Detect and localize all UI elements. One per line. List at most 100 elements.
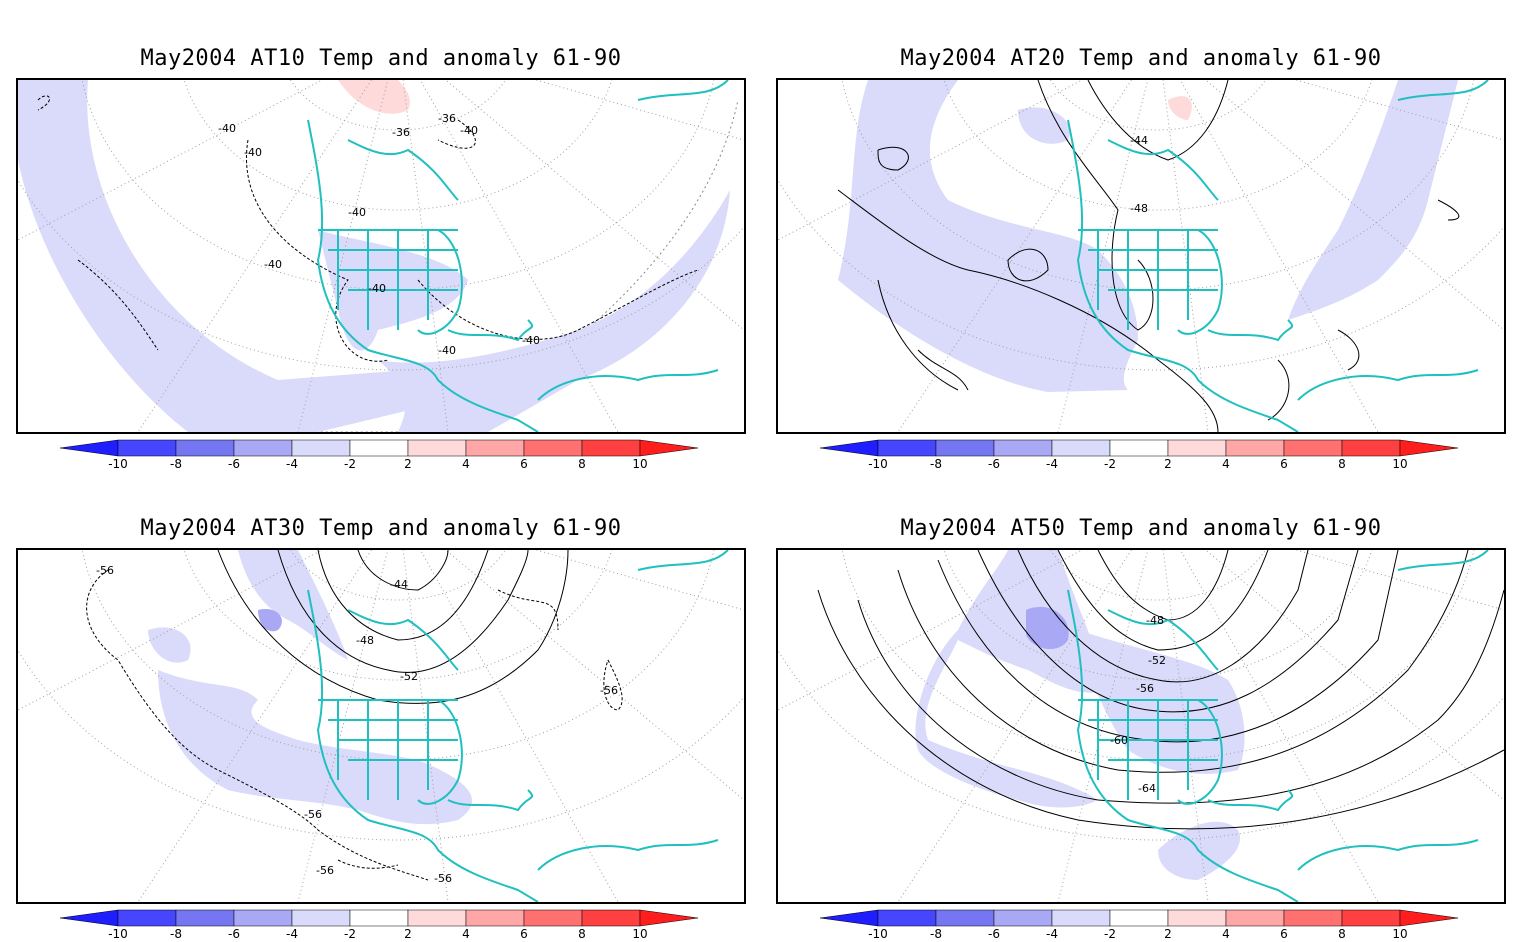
- colorbar-box: [1167, 909, 1227, 927]
- colorbar-box: [877, 909, 937, 927]
- colorbar-tick-label: 10: [1392, 927, 1407, 941]
- contour-label: -56: [304, 808, 322, 821]
- colorbar-box: [993, 909, 1053, 927]
- panel-title: May2004 AT50 Temp and anomaly 61-90: [900, 516, 1382, 541]
- contour-label: -56: [96, 564, 114, 577]
- coastline: [1067, 550, 1489, 902]
- colorbar-tick-label: 4: [1222, 457, 1230, 471]
- anomaly-area: [158, 670, 473, 825]
- colorbar-tick-label: 4: [462, 927, 470, 941]
- contour-label: -40: [438, 344, 456, 357]
- panel-title: May2004 AT20 Temp and anomaly 61-90: [900, 46, 1382, 71]
- colorbar-box: [1051, 909, 1111, 927]
- colorbar-box: [117, 909, 177, 927]
- contour-label: -56: [600, 684, 618, 697]
- anomaly-area: [338, 80, 410, 114]
- colorbar-tick-label: -4: [286, 457, 298, 471]
- graticule: [778, 550, 1504, 902]
- colorbar-box: [291, 909, 351, 927]
- map-frame: -56 -44 -48 -52 -56 -56 -56 -56: [16, 548, 746, 904]
- contour-label: -40: [348, 206, 366, 219]
- anomaly-area: [238, 550, 348, 660]
- colorbar-box: [523, 909, 583, 927]
- contour-label: -44: [390, 578, 408, 591]
- panel-title: May2004 AT30 Temp and anomaly 61-90: [140, 516, 622, 541]
- colorbar-tick-label: -6: [228, 457, 240, 471]
- contour-label: -40: [368, 282, 386, 295]
- colorbar-box: [1283, 909, 1343, 927]
- colorbar-box: [233, 439, 293, 457]
- panel-at30: May2004 AT30 Temp and anomaly 61-90: [16, 516, 746, 941]
- colorbar-svg: -10 -8 -6 -4 -2 2 4 6 8 10: [60, 909, 699, 941]
- contours: [86, 569, 623, 881]
- anomaly-area: [915, 550, 1108, 808]
- colorbar-arrow-left: [820, 909, 879, 927]
- anomaly-area: [838, 80, 1138, 392]
- colorbar-tick-label: 8: [1338, 457, 1346, 471]
- colorbar-arrow-left: [60, 439, 119, 457]
- anomaly-area: [1078, 630, 1245, 774]
- contour-label: -56: [316, 864, 334, 877]
- anomaly-area: [1018, 107, 1070, 144]
- colorbar: -10 -8 -6 -4 -2 2 4 6 8 10: [820, 908, 1464, 942]
- colorbar-svg: -10 -8 -6 -4 -2 2 4 6 8 10: [60, 439, 699, 471]
- colorbar-box: [465, 909, 525, 927]
- panel-at50: May2004 AT50 Temp and anomaly 61-90: [776, 516, 1506, 941]
- colorbar-box: [1225, 909, 1285, 927]
- anomaly-area: [1168, 96, 1192, 120]
- colorbar-tick-label: 2: [404, 927, 412, 941]
- colorbar-tick-label: -2: [1104, 457, 1116, 471]
- colorbar-tick-label: -10: [108, 457, 128, 471]
- panel-at10: May2004 AT10 Temp and anomaly 61-90: [16, 46, 746, 471]
- anomaly-area: [1288, 80, 1458, 320]
- colorbar-box: [407, 439, 467, 457]
- colorbar-box: [877, 439, 937, 457]
- graticule: [778, 80, 1504, 432]
- contour-label: -60: [1110, 734, 1128, 747]
- colorbar-tick-label: -6: [988, 457, 1000, 471]
- anomaly-area: [378, 190, 730, 432]
- colorbar-box: [1109, 439, 1169, 457]
- colorbar-tick-label: -8: [930, 927, 942, 941]
- colorbar-tick-label: 10: [632, 457, 647, 471]
- contours: [817, 550, 1504, 830]
- colorbar-tick-label: 6: [520, 457, 528, 471]
- colorbar-box: [1109, 909, 1169, 927]
- colorbar-arrow-right: [639, 439, 699, 457]
- contour-label: -48: [1146, 614, 1164, 627]
- contours: [217, 550, 569, 704]
- colorbar-box: [1167, 439, 1227, 457]
- contour-label: -36: [392, 126, 410, 139]
- contour-label: -36: [438, 112, 456, 125]
- colorbar-tick-label: 10: [632, 927, 647, 941]
- colorbar-box: [993, 439, 1053, 457]
- colorbar-tick-label: -10: [868, 457, 888, 471]
- colorbar-tick-label: -2: [344, 927, 356, 941]
- colorbar: -10 -8 -6 -4 -2 2 4 6 8 10: [60, 438, 704, 472]
- colorbar-tick-label: -10: [868, 927, 888, 941]
- colorbar-box: [175, 909, 235, 927]
- map-svg: -40 -40 -36 -36 -40 -40 -40 -40 -40 -40: [18, 80, 744, 432]
- contours: [37, 95, 699, 362]
- colorbar-tick-label: 10: [1392, 457, 1407, 471]
- panel-at20: May2004 AT20 Temp and anomaly 61-90: [776, 46, 1506, 471]
- contour-label: -56: [434, 872, 452, 885]
- contour-label: -40: [244, 146, 262, 159]
- colorbar-tick-label: -6: [228, 927, 240, 941]
- colorbar-tick-label: 2: [1164, 927, 1172, 941]
- contour-label: -52: [400, 670, 418, 683]
- colorbar-arrow-right: [1399, 909, 1459, 927]
- colorbar: -10 -8 -6 -4 -2 2 4 6 8 10: [820, 438, 1464, 472]
- map-frame: -40 -40 -36 -36 -40 -40 -40 -40 -40 -40: [16, 78, 746, 434]
- colorbar-box: [935, 909, 995, 927]
- contour-label: -40: [522, 334, 540, 347]
- colorbar-box: [581, 909, 641, 927]
- colorbar-arrow-left: [60, 909, 119, 927]
- contour-label: -48: [356, 634, 374, 647]
- colorbar-box: [1051, 439, 1111, 457]
- colorbar-tick-label: -8: [930, 457, 942, 471]
- colorbar-box: [1341, 909, 1401, 927]
- graticule: [18, 550, 744, 902]
- contour-label: -48: [1130, 202, 1148, 215]
- colorbar-svg: -10 -8 -6 -4 -2 2 4 6 8 10: [820, 439, 1459, 471]
